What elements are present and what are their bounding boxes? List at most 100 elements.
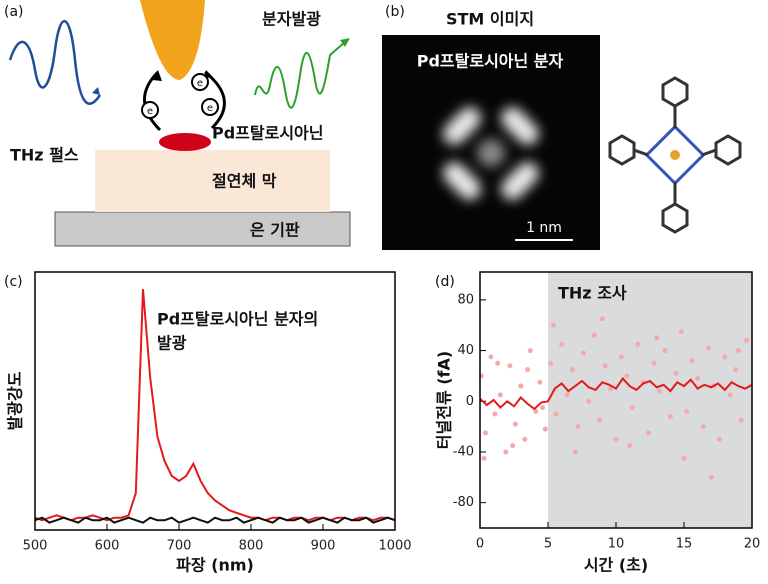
electron: [191, 73, 209, 91]
scatter-point: [722, 354, 728, 360]
x-tick-label: 20: [744, 537, 761, 552]
electron: [201, 98, 219, 116]
scatter-point: [512, 421, 518, 427]
label: 은 기판: [250, 221, 300, 240]
y-tick-label: -80: [453, 495, 474, 510]
scatter-point: [542, 426, 548, 432]
electron: [141, 101, 159, 119]
panel-label: (c): [4, 274, 23, 290]
panel-label: (d): [435, 274, 455, 290]
scatter-point: [537, 379, 543, 385]
scatter-point: [684, 408, 690, 414]
scatter-point: [681, 455, 687, 461]
series-line: [479, 376, 753, 411]
scatter-point: [735, 348, 741, 354]
scatter-point: [572, 449, 578, 455]
scatter-point: [708, 474, 714, 480]
x-tick-label: 10: [608, 537, 625, 552]
thz-pulse: [8, 19, 102, 105]
y-axis-label: 터널전류 (fA): [435, 351, 454, 449]
scatter-point: [497, 392, 503, 398]
scatter-point: [597, 417, 603, 423]
scatter-point: [575, 424, 581, 430]
plot-frame: [34, 271, 396, 531]
region-label: THz 조사: [558, 284, 627, 303]
scatter-point: [618, 354, 624, 360]
scatter-point: [503, 449, 509, 455]
scatter-point: [651, 360, 657, 366]
y-tick-label: 80: [457, 292, 474, 307]
x-axis-label: 시간 (초): [584, 556, 648, 575]
emission-wave: [254, 41, 346, 109]
x-tick-label: 1000: [378, 539, 411, 554]
arrowhead: [340, 38, 350, 47]
x-tick-label: 500: [23, 539, 48, 554]
scatter-point: [488, 354, 494, 360]
label: 분자발광: [262, 10, 321, 29]
scatter-point: [591, 332, 597, 338]
x-axis-label: 파장 (nm): [176, 556, 254, 575]
scatter-point: [548, 360, 554, 366]
scatter-point: [662, 348, 668, 354]
electron-label: e: [207, 103, 213, 114]
arrowheads: [152, 70, 212, 81]
x-tick-label: 600: [95, 539, 120, 554]
scatter-point: [527, 348, 533, 354]
insulator: [95, 150, 330, 212]
scatter-point: [657, 388, 663, 394]
shaded-region: [548, 272, 752, 528]
scatter-point: [564, 392, 570, 398]
x-tick-label: 0: [476, 537, 484, 552]
molecule: [159, 133, 211, 151]
image-caption: Pd프탈로시아닌 분자: [417, 52, 564, 71]
scatter-point: [629, 405, 635, 411]
scatter-point: [624, 373, 630, 379]
scatter-point: [654, 335, 660, 341]
y-tick-label: 40: [457, 343, 474, 358]
scatter-point: [733, 367, 739, 373]
x-tick-label: 15: [676, 537, 693, 552]
scatter-point: [492, 411, 498, 417]
scatter-point: [705, 345, 711, 351]
scatter-point: [635, 341, 641, 347]
electron-label: e: [197, 78, 203, 89]
scatter-point: [507, 363, 513, 369]
arrowhead: [92, 87, 100, 95]
series-line: [34, 289, 396, 522]
scatter-point: [716, 436, 722, 442]
electron-path: [204, 70, 226, 130]
scatter-point: [613, 436, 619, 442]
scatter-point: [673, 370, 679, 376]
scatter-point: [540, 405, 546, 411]
stm-lobes: [443, 107, 539, 200]
substrate: [54, 211, 351, 247]
stm-tip: [140, 0, 205, 80]
scatter-point: [627, 443, 633, 449]
label: THz 펄스: [10, 146, 79, 165]
molecule-model: [608, 76, 742, 234]
scatter-point: [586, 398, 592, 404]
label: Pd프탈로시아닌: [212, 124, 324, 143]
annotation: 발광: [157, 334, 187, 353]
image-title: STM 이미지: [446, 10, 534, 29]
x-tick-label: 900: [311, 539, 336, 554]
junction-diagram: e e e 분자발광 THz 펄스 Pd프탈로시아닌 절연체 막 은 기판: [8, 0, 351, 247]
plot-frame: [479, 271, 753, 529]
scatter-point: [569, 367, 575, 373]
scatter-point: [695, 375, 701, 381]
scatter-point: [700, 424, 706, 430]
electron-path: [143, 70, 162, 132]
annotation: Pd프탈로시아닌 분자의: [157, 310, 318, 329]
y-tick-label: 0: [466, 394, 474, 409]
series-line: [34, 516, 396, 524]
scatter-point: [522, 436, 528, 442]
scatter-point: [553, 411, 559, 417]
scatter-point: [550, 322, 556, 328]
electron-label: e: [147, 106, 153, 117]
scatter-point: [599, 316, 605, 322]
scale-label: 1 nm: [526, 220, 562, 236]
scatter-point: [646, 430, 652, 436]
scatter-point: [689, 358, 695, 364]
scatter-point: [727, 392, 733, 398]
